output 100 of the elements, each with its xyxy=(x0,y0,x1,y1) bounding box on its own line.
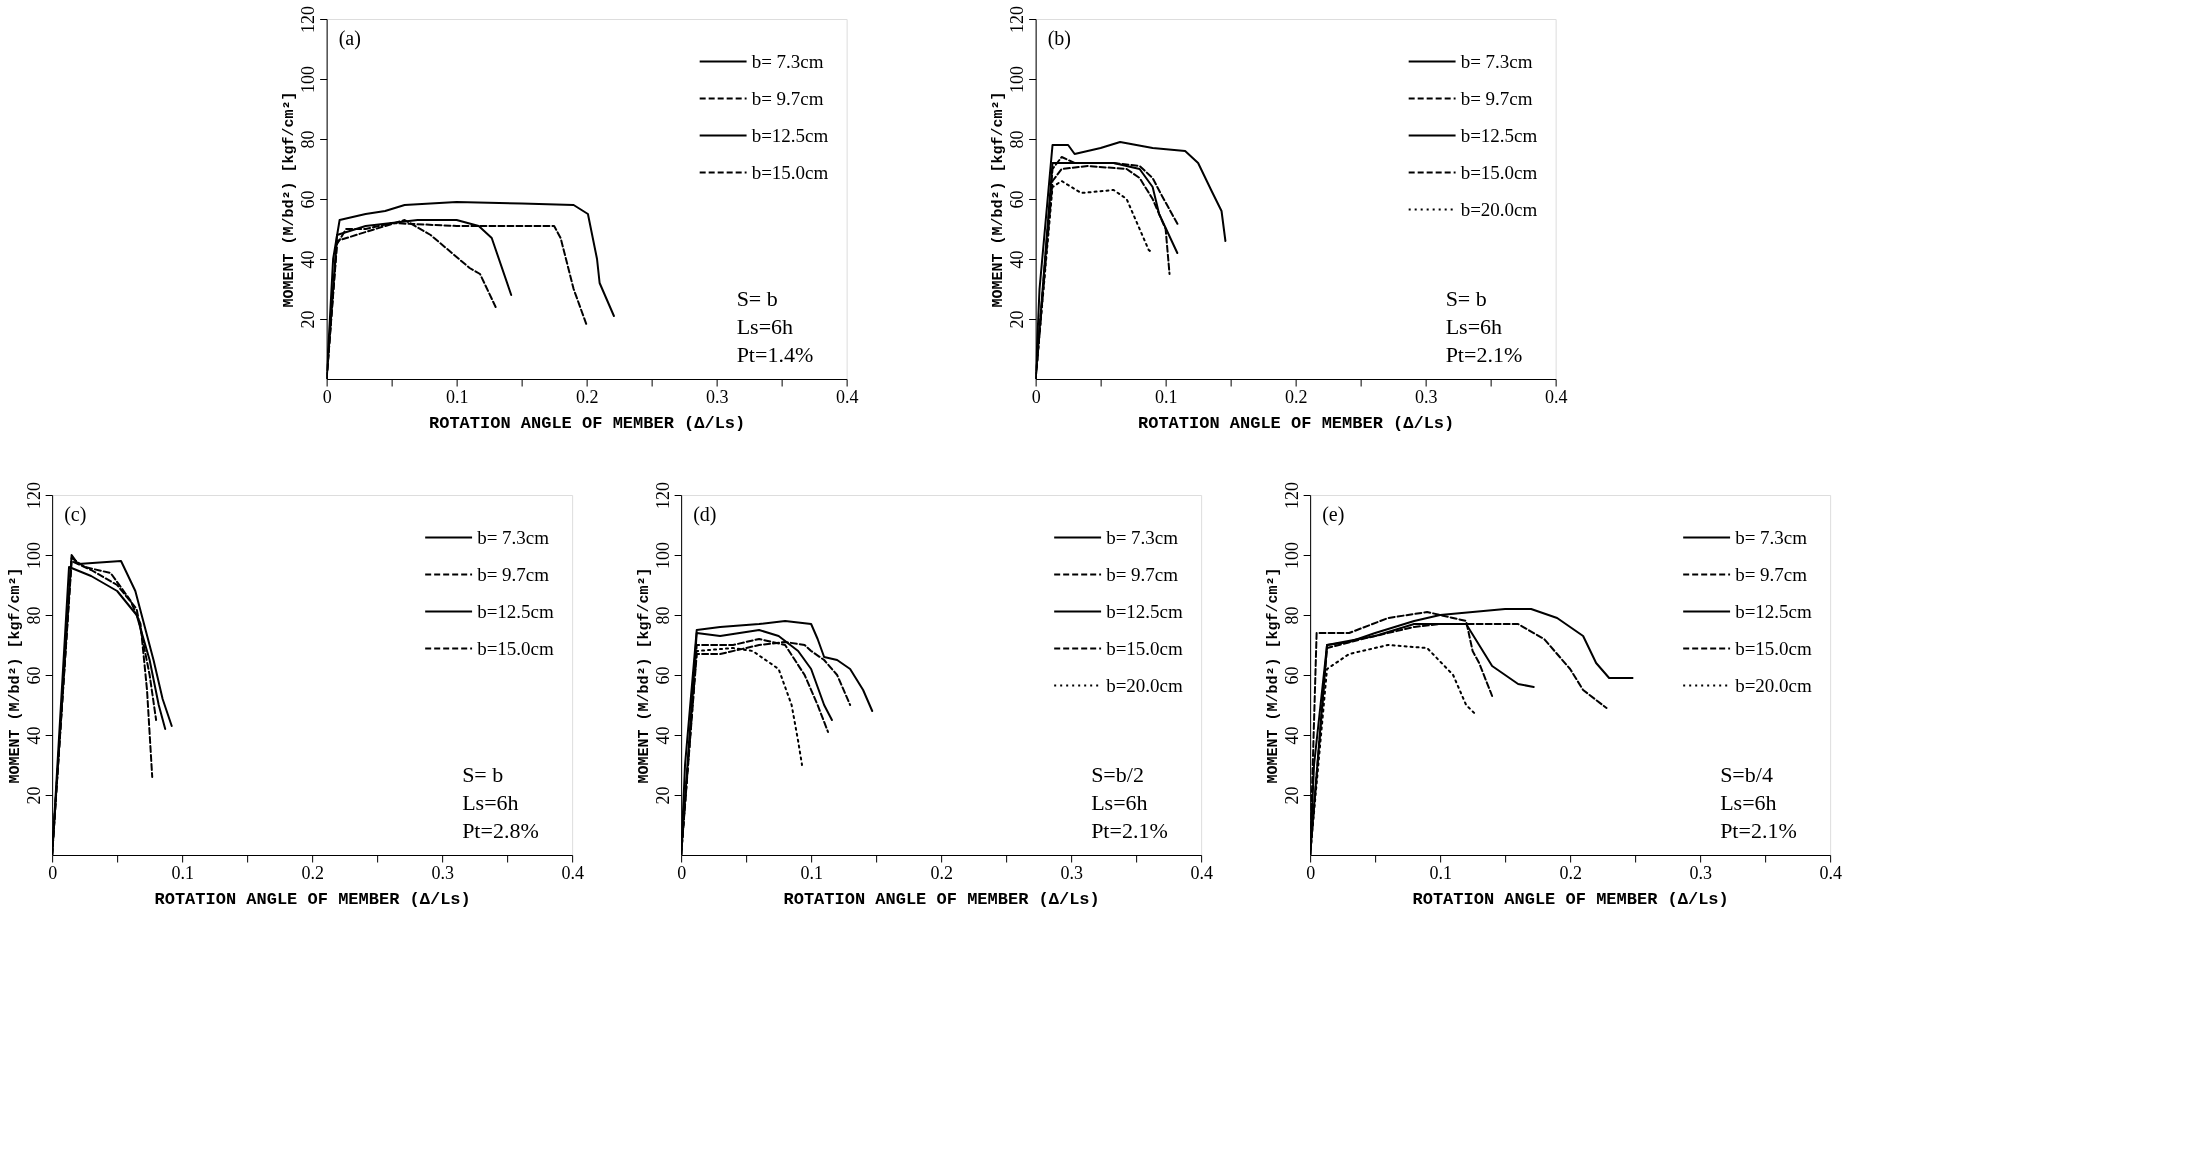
x-tick-label: 0 xyxy=(1031,386,1041,407)
chart-title: (c) xyxy=(64,503,87,526)
legend-label: b=12.5cm xyxy=(1460,124,1538,146)
annotation: Ls=6h xyxy=(1091,790,1148,815)
x-tick-label: 0.2 xyxy=(1559,862,1582,883)
x-tick-label: 0 xyxy=(48,862,58,883)
annotation: Ls=6h xyxy=(462,790,519,815)
x-axis-title: ROTATION ANGLE OF MEMBER (Δ/Ls) xyxy=(154,889,471,909)
x-tick-label: 0.1 xyxy=(1154,386,1178,407)
x-tick-label: 0.2 xyxy=(301,862,324,883)
x-tick-label: 0.3 xyxy=(1414,386,1438,407)
y-tick-label: 60 xyxy=(23,666,44,685)
legend-label: b=15.0cm xyxy=(1460,161,1538,183)
x-tick-label: 0 xyxy=(677,862,687,883)
annotation: S= b xyxy=(462,762,504,787)
legend-label: b=15.0cm xyxy=(1735,637,1813,659)
legend-label: b= 9.7cm xyxy=(1735,563,1808,585)
y-axis-title: MOMENT (M/bd²) [kgf/cm²] xyxy=(990,91,1008,308)
x-axis-title: ROTATION ANGLE OF MEMBER (Δ/Ls) xyxy=(1412,889,1729,909)
y-tick-label: 100 xyxy=(1007,66,1028,93)
legend-label: b= 7.3cm xyxy=(751,50,824,72)
legend-label: b=12.5cm xyxy=(751,124,829,146)
y-tick-label: 80 xyxy=(652,606,673,625)
annotation: S= b xyxy=(736,286,778,311)
annotation: Ls=6h xyxy=(1720,790,1777,815)
x-axis-title: ROTATION ANGLE OF MEMBER (Δ/Ls) xyxy=(428,413,746,433)
y-axis-title: MOMENT (M/bd²) [kgf/cm²] xyxy=(281,91,299,308)
y-tick-label: 80 xyxy=(298,130,319,149)
legend-label: b= 7.3cm xyxy=(477,526,550,548)
y-tick-label: 120 xyxy=(1281,482,1302,509)
x-tick-label: 0.3 xyxy=(1689,862,1712,883)
y-tick-label: 20 xyxy=(652,786,673,805)
chart-title: (a) xyxy=(338,27,361,50)
y-tick-label: 40 xyxy=(298,250,319,269)
y-tick-label: 120 xyxy=(298,6,319,33)
y-tick-label: 120 xyxy=(652,482,673,509)
y-tick-label: 20 xyxy=(1281,786,1302,805)
x-tick-label: 0 xyxy=(1306,862,1316,883)
x-tick-label: 0.1 xyxy=(171,862,194,883)
legend-label: b=12.5cm xyxy=(1106,600,1184,622)
legend-label: b= 9.7cm xyxy=(1460,87,1533,109)
y-tick-label: 40 xyxy=(1281,726,1302,745)
x-tick-label: 0.1 xyxy=(800,862,823,883)
y-tick-label: 100 xyxy=(23,542,44,569)
y-tick-label: 20 xyxy=(23,786,44,805)
legend-label: b=12.5cm xyxy=(1735,600,1813,622)
y-tick-label: 80 xyxy=(1007,130,1028,149)
chart-title: (d) xyxy=(693,503,717,526)
annotation: Pt=2.1% xyxy=(1445,342,1523,367)
x-axis-title: ROTATION ANGLE OF MEMBER (Δ/Ls) xyxy=(783,889,1100,909)
annotation: Pt=2.1% xyxy=(1720,818,1797,843)
x-tick-label: 0.4 xyxy=(1190,862,1213,883)
y-tick-label: 20 xyxy=(1007,310,1028,329)
annotation: Ls=6h xyxy=(1445,314,1503,339)
legend-label: b= 9.7cm xyxy=(477,563,550,585)
x-tick-label: 0.3 xyxy=(431,862,454,883)
y-tick-label: 20 xyxy=(298,310,319,329)
x-tick-label: 0.2 xyxy=(930,862,953,883)
y-tick-label: 60 xyxy=(1281,666,1302,685)
x-tick-label: 0 xyxy=(322,386,332,407)
chart-title: (e) xyxy=(1322,503,1345,526)
legend-label: b= 7.3cm xyxy=(1460,50,1533,72)
legend-label: b=15.0cm xyxy=(477,637,555,659)
annotation: S=b/2 xyxy=(1091,762,1144,787)
y-tick-label: 60 xyxy=(298,190,319,209)
y-tick-label: 120 xyxy=(1007,6,1028,33)
y-tick-label: 60 xyxy=(1007,190,1028,209)
annotation: Ls=6h xyxy=(736,314,794,339)
legend-label: b=15.0cm xyxy=(751,161,829,183)
y-tick-label: 100 xyxy=(298,66,319,93)
legend-label: b= 9.7cm xyxy=(1106,563,1179,585)
x-tick-label: 0.2 xyxy=(575,386,599,407)
chart-title: (b) xyxy=(1047,27,1071,50)
legend-label: b=20.0cm xyxy=(1106,674,1184,696)
legend-label: b=12.5cm xyxy=(477,600,555,622)
y-tick-label: 40 xyxy=(23,726,44,745)
x-tick-label: 0.4 xyxy=(1544,386,1568,407)
x-tick-label: 0.1 xyxy=(1429,862,1452,883)
annotation: Pt=1.4% xyxy=(736,342,814,367)
legend-label: b= 9.7cm xyxy=(751,87,824,109)
y-tick-label: 40 xyxy=(1007,250,1028,269)
x-tick-label: 0.4 xyxy=(561,862,584,883)
y-tick-label: 80 xyxy=(1281,606,1302,625)
y-axis-title: MOMENT (M/bd²) [kgf/cm²] xyxy=(635,567,653,784)
x-tick-label: 0.2 xyxy=(1284,386,1308,407)
legend-label: b= 7.3cm xyxy=(1735,526,1808,548)
legend-label: b=20.0cm xyxy=(1735,674,1813,696)
annotation: Pt=2.1% xyxy=(1091,818,1168,843)
y-axis-title: MOMENT (M/bd²) [kgf/cm²] xyxy=(1264,567,1282,784)
x-tick-label: 0.3 xyxy=(1060,862,1083,883)
legend-label: b=20.0cm xyxy=(1460,198,1538,220)
y-tick-label: 40 xyxy=(652,726,673,745)
annotation: S= b xyxy=(1445,286,1487,311)
x-axis-title: ROTATION ANGLE OF MEMBER (Δ/Ls) xyxy=(1137,413,1455,433)
y-tick-label: 60 xyxy=(652,666,673,685)
y-tick-label: 100 xyxy=(1281,542,1302,569)
y-tick-label: 100 xyxy=(652,542,673,569)
annotation: S=b/4 xyxy=(1720,762,1773,787)
y-tick-label: 120 xyxy=(23,482,44,509)
legend-label: b= 7.3cm xyxy=(1106,526,1179,548)
